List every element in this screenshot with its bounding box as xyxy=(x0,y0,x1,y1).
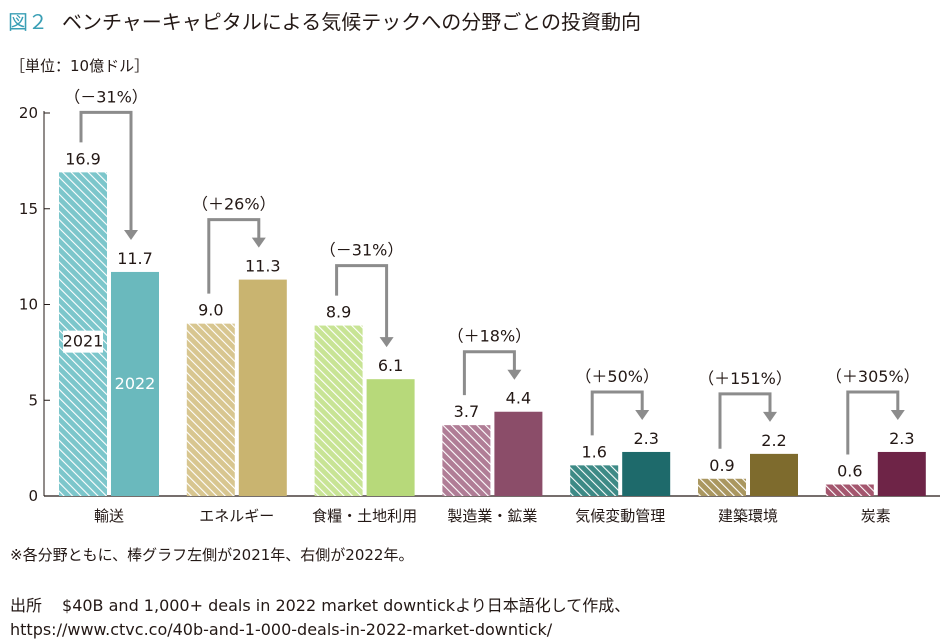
bar-2022 xyxy=(111,271,159,496)
bar-2022 xyxy=(622,451,671,496)
category-label: 炭素 xyxy=(861,507,891,525)
footnote: ※各分野ともに、棒グラフ左側が2021年、右側が2022年。 xyxy=(10,546,414,564)
bar-2021 xyxy=(825,484,874,496)
source-citation: 出所 $40B and 1,000+ deals in 2022 market d… xyxy=(10,594,630,642)
bar-2021 xyxy=(186,323,235,496)
change-arrowhead xyxy=(890,409,905,420)
change-bracket xyxy=(462,350,516,396)
change-label: （＋26%） xyxy=(192,195,276,214)
value-label-2022: 2.3 xyxy=(889,429,914,448)
value-label-2021: 1.6 xyxy=(581,442,606,461)
y-tick-label: 10 xyxy=(19,296,38,314)
source-text: $40B and 1,000+ deals in 2022 market dow… xyxy=(62,596,631,615)
value-label-2021: 16.9 xyxy=(65,149,101,168)
change-label: （＋151%） xyxy=(698,369,792,388)
value-label-2021: 9.0 xyxy=(198,301,223,320)
legend-2022: 2022 xyxy=(115,374,156,393)
value-label-2022: 11.7 xyxy=(117,249,153,268)
change-arrowhead xyxy=(635,409,650,420)
change-bracket xyxy=(335,264,389,340)
bar-2022 xyxy=(494,411,543,496)
bar-2022 xyxy=(238,279,287,496)
y-tick-label: 15 xyxy=(19,200,38,218)
value-label-2021: 0.6 xyxy=(837,462,862,481)
legend-2021: 2021 xyxy=(63,332,104,351)
category-label: 建築環境 xyxy=(718,507,778,525)
value-label-2021: 3.7 xyxy=(454,402,479,421)
bar-2022 xyxy=(750,453,798,496)
change-bracket xyxy=(79,110,133,232)
change-arrowhead xyxy=(124,229,138,240)
legend-2021-bg xyxy=(63,330,103,353)
change-arrowhead xyxy=(379,337,394,348)
y-tick-label: 0 xyxy=(28,487,38,505)
change-label: （－31%） xyxy=(64,87,148,106)
change-bracket xyxy=(718,392,772,449)
value-label-2022: 6.1 xyxy=(378,356,403,375)
change-arrowhead xyxy=(507,369,522,380)
change-bracket xyxy=(846,390,900,455)
value-label-2022: 2.2 xyxy=(761,431,786,450)
change-label: （＋18%） xyxy=(448,327,532,346)
source-url: https://www.ctvc.co/40b-and-1-000-deals-… xyxy=(10,620,553,639)
bar-2022 xyxy=(877,451,926,496)
change-bracket xyxy=(207,218,261,294)
change-arrowhead xyxy=(763,411,777,422)
category-label: 食糧・土地利用 xyxy=(312,507,417,525)
bar-chart: 0 5 10 15 20 16.9 11.7 （－31%） 輸送 9.0 11.3 （＋26%） エネル… xyxy=(19,87,940,525)
bar-2021 xyxy=(314,325,363,496)
value-label-2022: 11.3 xyxy=(245,257,281,276)
unit-label: ［単位：10億ドル］ xyxy=(10,57,150,75)
y-tick-label: 20 xyxy=(19,104,38,122)
change-label: （＋50%） xyxy=(575,367,659,386)
figure-number: 図２ xyxy=(8,10,48,34)
figure-title: ベンチャーキャピタルによる気候テックへの分野ごとの投資動向 xyxy=(62,10,641,34)
value-label-2022: 2.3 xyxy=(633,429,658,448)
y-tick-label: 5 xyxy=(28,391,38,409)
bar-2021 xyxy=(570,465,619,496)
change-arrowhead xyxy=(251,237,266,248)
bar-2022 xyxy=(366,379,415,496)
value-label-2022: 4.4 xyxy=(506,389,531,408)
category-label: 製造業・鉱業 xyxy=(447,507,537,525)
value-label-2021: 8.9 xyxy=(326,303,351,322)
value-label-2021: 0.9 xyxy=(709,456,734,475)
bar-2021 xyxy=(442,425,491,496)
figure-header: 図２ ベンチャーキャピタルによる気候テックへの分野ごとの投資動向 xyxy=(8,6,641,35)
change-bracket xyxy=(590,390,644,436)
change-label: （－31%） xyxy=(320,241,404,260)
category-label: 輸送 xyxy=(94,507,124,525)
category-label: エネルギー xyxy=(199,507,274,525)
bar-2021 xyxy=(698,478,746,496)
category-label: 気候変動管理 xyxy=(575,507,665,525)
source-label: 出所 xyxy=(10,596,43,615)
change-label: （＋305%） xyxy=(826,367,920,386)
